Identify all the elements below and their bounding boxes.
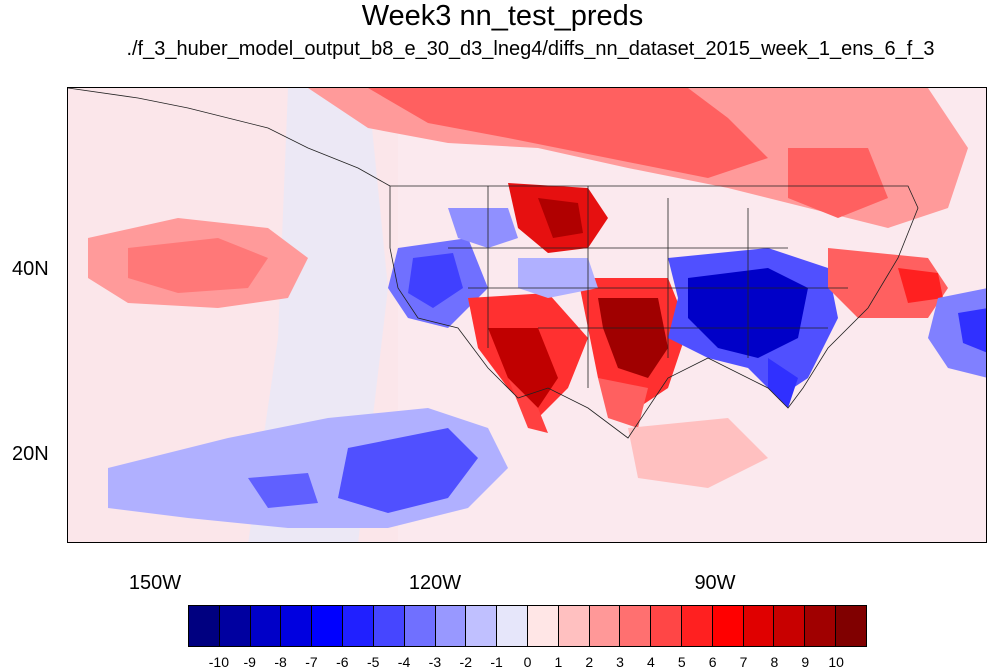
colorbar-swatch <box>527 606 559 646</box>
atlantic-dark-blue <box>958 308 986 353</box>
northwest-blue <box>448 208 518 248</box>
colorbar-swatch <box>250 606 282 646</box>
colorbar-tick-label: 6 <box>708 654 717 670</box>
colorbar-tick-label: -8 <box>274 654 287 670</box>
southern-plains-dark-red <box>598 298 668 378</box>
colorbar-tick-label: -4 <box>397 654 411 670</box>
colorbar-swatch <box>805 606 837 646</box>
pacific-red-core <box>128 238 268 293</box>
colorbar-swatch <box>620 606 652 646</box>
colorbar-tick-label: 0 <box>523 654 532 670</box>
colorbar-swatch <box>404 606 436 646</box>
west-blue-core <box>408 253 463 308</box>
colorbar-swatch <box>373 606 405 646</box>
colorbar-swatch <box>466 606 498 646</box>
gulf-pink <box>628 418 768 488</box>
colorbar <box>188 605 867 647</box>
colorbar-tick-label: 2 <box>585 654 594 670</box>
colorbar-tick-label: 3 <box>616 654 624 670</box>
colorbar-swatch <box>743 606 775 646</box>
lat-label-40n: 40N <box>12 258 49 280</box>
us-state-boundaries <box>389 185 919 439</box>
lon-label-150w: 150W <box>128 572 182 594</box>
colorbar-tick-label: -10 <box>208 654 229 670</box>
southwest-dark-red <box>488 328 558 408</box>
lon-label-90w: 90W <box>694 572 736 594</box>
colorbar-swatch <box>682 606 713 646</box>
lat-label-20n: 20N <box>12 443 49 465</box>
colorbar-tick-label: 7 <box>739 654 748 670</box>
map-title: Week3 nn_test_preds <box>361 0 644 32</box>
coastline <box>68 88 391 187</box>
colorbar-labels: -10 -9 -8 -7 -6 -5 -4 -3 -2 -1 0 1 2 3 4 5 6 7 8 9 10 <box>188 654 867 672</box>
colorbar-swatch <box>558 606 590 646</box>
colorbar-tick-label: -7 <box>305 654 318 670</box>
colorbar-tick-label: -6 <box>336 654 349 670</box>
colorbar-tick-label: -1 <box>490 654 503 670</box>
northeast-red-core <box>898 268 943 303</box>
baja-red <box>508 378 548 433</box>
colorbar-swatch <box>189 606 220 646</box>
colorbar-swatch <box>589 606 621 646</box>
colorbar-tick-label: 1 <box>554 654 563 670</box>
colorbar-tick-label: -9 <box>243 654 256 670</box>
colorbar-swatch <box>281 606 313 646</box>
colorbar-swatch <box>219 606 251 646</box>
colorbar-swatch <box>774 606 806 646</box>
colorbar-tick-label: 5 <box>677 654 686 670</box>
colorbar-tick-label: -3 <box>428 654 442 670</box>
southern-blue-west <box>248 473 318 508</box>
map-subtitle: ./f_3_huber_model_output_b8_e_30_d3_lneg… <box>126 38 935 60</box>
canada-red-core <box>788 148 888 218</box>
colorbar-tick-label: 4 <box>647 654 655 670</box>
colorbar-swatch <box>836 606 866 646</box>
colorbar-tick-label: 10 <box>828 654 844 670</box>
dakota-dark-red <box>538 198 583 238</box>
colorbar-swatch <box>343 606 374 646</box>
north-red-core <box>368 88 768 178</box>
southern-blue-core <box>338 428 478 513</box>
colorbar-tick-label: 8 <box>770 654 779 670</box>
colorbar-swatch <box>651 606 682 646</box>
colorbar-swatch <box>497 606 528 646</box>
colorbar-swatch <box>712 606 744 646</box>
anomaly-field-svg <box>68 88 986 542</box>
colorbar-tick-label: -2 <box>459 654 472 670</box>
colorbar-tick-label: -5 <box>366 654 380 670</box>
map-plot-area <box>67 87 987 543</box>
texas-red <box>598 378 648 428</box>
colorbar-tick-label: 9 <box>801 654 810 670</box>
lon-label-120w: 120W <box>408 572 462 594</box>
atlantic-blue <box>928 288 986 378</box>
colorbar-swatch <box>435 606 467 646</box>
colorbar-swatch <box>312 606 344 646</box>
